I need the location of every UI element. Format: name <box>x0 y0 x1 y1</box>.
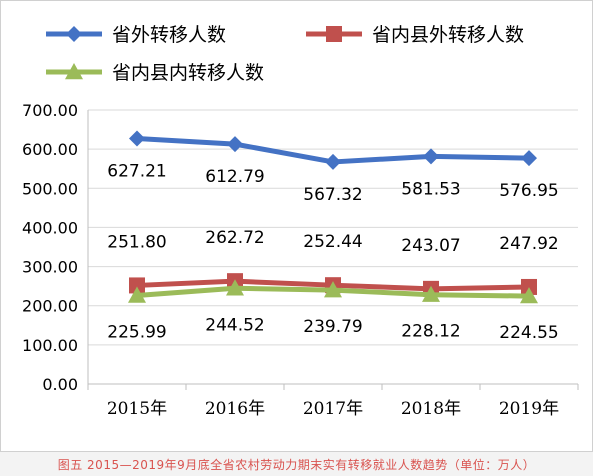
data-label: 576.95 <box>499 181 558 201</box>
data-point <box>128 286 146 303</box>
data-label: 225.99 <box>107 323 166 343</box>
legend-label: 省外转移人数 <box>112 24 226 46</box>
legend-item: 省内县内转移人数 <box>46 62 264 84</box>
data-point <box>520 287 538 304</box>
data-point <box>324 281 342 298</box>
x-tick-label: 2015年 <box>107 399 167 419</box>
data-label: 224.55 <box>499 323 558 343</box>
data-point <box>325 153 341 170</box>
x-tick-label: 2018年 <box>401 399 461 419</box>
legend-marker <box>65 63 83 80</box>
series-lines <box>128 130 538 304</box>
y-tick-label: 300.00 <box>22 258 78 277</box>
legend-item: 省内县外转移人数 <box>306 24 524 46</box>
data-point <box>521 150 537 167</box>
y-tick-label: 500.00 <box>22 179 78 198</box>
legend-item: 省外转移人数 <box>46 24 226 46</box>
chart-frame: 0.00 100.00 200.00 300.00 400.00 500.00 600.00… <box>0 0 593 452</box>
data-point <box>129 130 145 147</box>
data-label: 612.79 <box>205 167 264 187</box>
data-point <box>423 148 439 165</box>
data-label: 581.53 <box>401 179 460 199</box>
data-label: 228.12 <box>401 322 460 342</box>
y-tick-label: 600.00 <box>22 140 78 159</box>
data-point <box>226 279 244 296</box>
y-tick-label: 200.00 <box>22 297 78 316</box>
axes: 0.00 100.00 200.00 300.00 400.00 500.00 600.00… <box>22 101 579 419</box>
x-tick-label: 2017年 <box>303 399 363 419</box>
data-point <box>227 136 243 153</box>
data-label: 262.72 <box>205 228 264 248</box>
data-label: 567.32 <box>303 185 362 205</box>
data-label: 251.80 <box>107 232 166 252</box>
y-tick-label: 700.00 <box>22 101 78 120</box>
data-labels: 627.21 612.79 567.32 581.53 576.95 251.80 262.… <box>107 161 558 343</box>
legend-label: 省内县内转移人数 <box>112 62 264 84</box>
caption-bar: 图五 2015—2019年9月底全省农村劳动力期末实有转移就业人数趋势（单位：万… <box>0 452 593 476</box>
data-point <box>129 277 145 294</box>
legend-label: 省内县外转移人数 <box>372 24 524 46</box>
data-label: 239.79 <box>303 317 362 337</box>
x-tick-label: 2016年 <box>205 399 265 419</box>
data-point <box>422 285 440 302</box>
data-point <box>521 278 537 295</box>
data-label: 627.21 <box>107 161 166 181</box>
data-label: 247.92 <box>499 234 558 254</box>
legend-marker <box>326 26 342 42</box>
y-tick-label: 0.00 <box>42 375 78 394</box>
line-chart: 0.00 100.00 200.00 300.00 400.00 500.00 600.00… <box>0 0 593 452</box>
y-tick-label: 400.00 <box>22 218 78 237</box>
gridlines <box>88 109 578 346</box>
y-tick-label: 100.00 <box>22 336 78 355</box>
figure-caption: 图五 2015—2019年9月底全省农村劳动力期末实有转移就业人数趋势（单位：万… <box>57 457 536 472</box>
x-tick-label: 2019年 <box>499 399 559 419</box>
legend-marker <box>66 26 82 42</box>
data-label: 244.52 <box>205 315 264 335</box>
data-label: 252.44 <box>303 232 362 252</box>
data-label: 243.07 <box>401 236 460 256</box>
